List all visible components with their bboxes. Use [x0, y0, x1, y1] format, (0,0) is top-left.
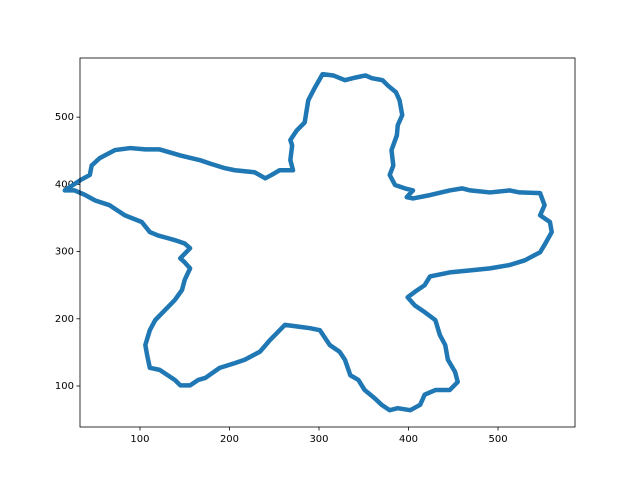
y-tick-label: 300 [55, 247, 74, 258]
y-tick-label: 400 [55, 179, 74, 190]
plot-frame [79, 57, 576, 428]
x-tick-label: 300 [309, 434, 328, 445]
y-tick-label: 500 [55, 112, 74, 123]
x-tick-label: 100 [130, 434, 149, 445]
y-tick-label: 100 [55, 381, 74, 392]
x-tick-label: 200 [220, 434, 239, 445]
x-tick-label: 400 [399, 434, 418, 445]
x-tick-label: 500 [488, 434, 507, 445]
data-line [62, 71, 554, 413]
y-tick-label: 200 [55, 314, 74, 325]
